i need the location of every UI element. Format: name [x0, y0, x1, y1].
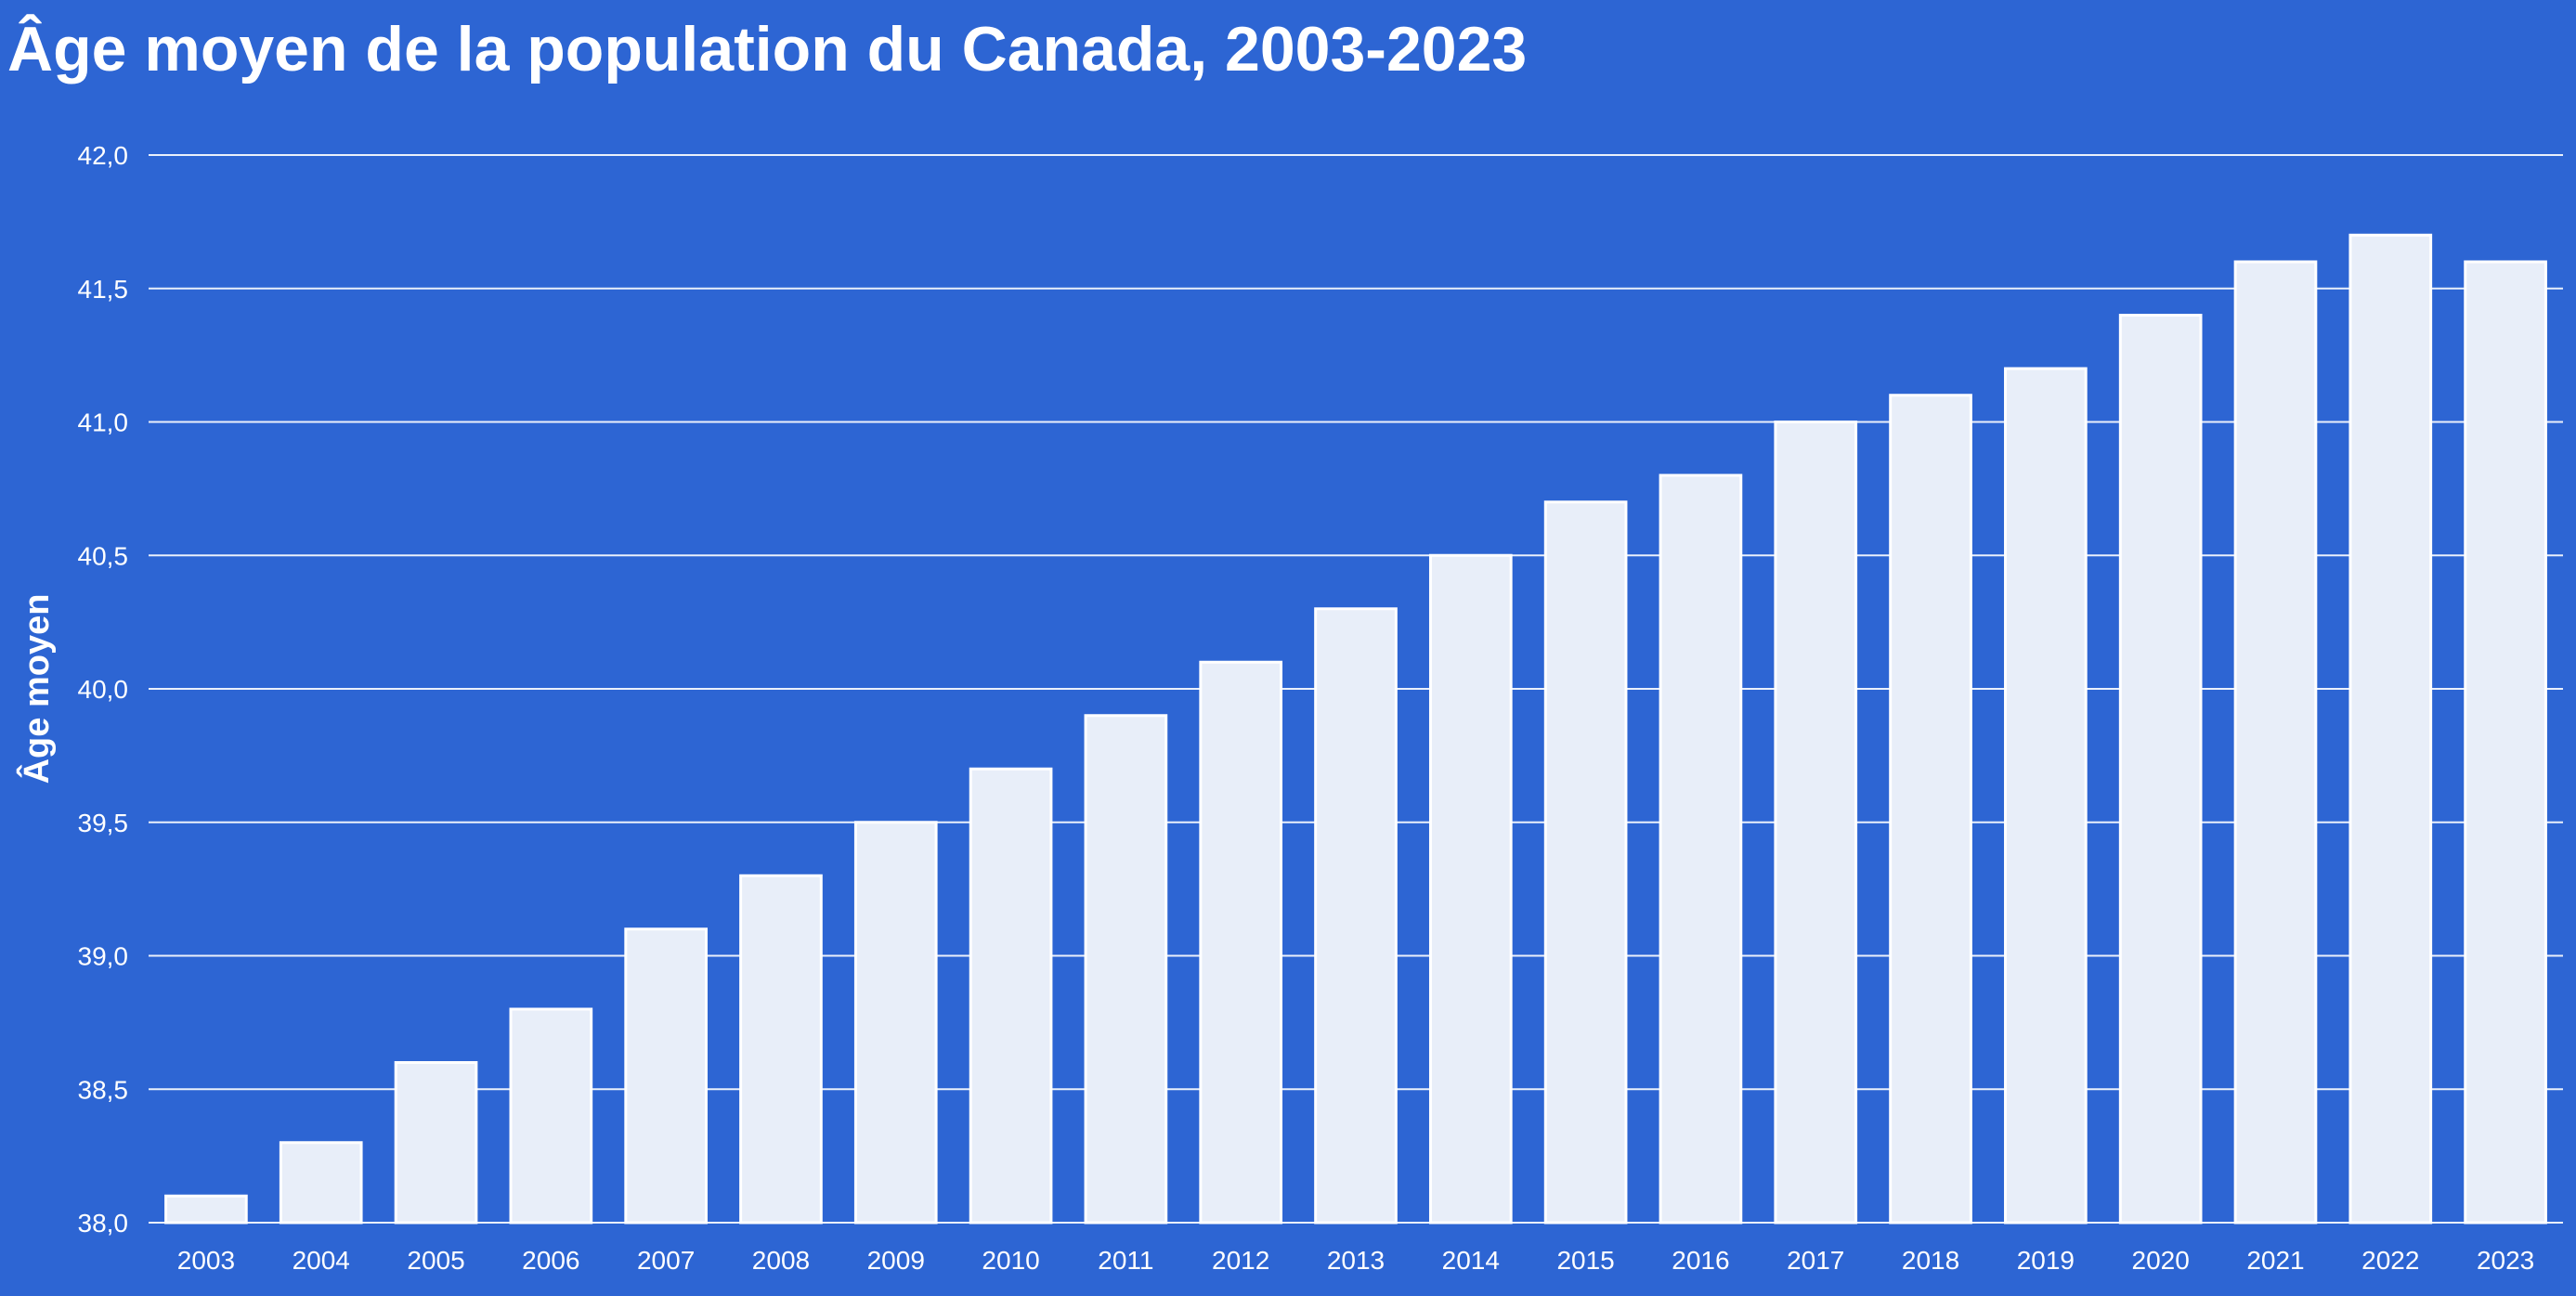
- x-tick-label: 2017: [1787, 1246, 1844, 1275]
- bar: [394, 1061, 478, 1225]
- x-tick-label: 2016: [1672, 1246, 1729, 1275]
- x-tick-label: 2021: [2246, 1246, 2304, 1275]
- y-tick-label: 38,0: [78, 1209, 129, 1238]
- x-tick-label: 2006: [522, 1246, 579, 1275]
- bar: [1084, 714, 1168, 1225]
- bar: [969, 767, 1053, 1225]
- chart-title: Âge moyen de la population du Canada, 20…: [7, 14, 1528, 84]
- bar: [164, 1194, 248, 1225]
- y-tick-label: 39,5: [78, 809, 129, 837]
- x-tick-label: 2013: [1327, 1246, 1385, 1275]
- bar: [1774, 421, 1858, 1225]
- x-tick-label: 2003: [177, 1246, 235, 1275]
- y-tick-label: 40,5: [78, 541, 129, 570]
- bar: [1314, 607, 1398, 1225]
- bar: [853, 821, 938, 1225]
- x-tick-label: 2014: [1442, 1246, 1500, 1275]
- x-tick-label: 2020: [2132, 1246, 2190, 1275]
- x-tick-label: 2009: [867, 1246, 925, 1275]
- x-tick-label: 2015: [1556, 1246, 1614, 1275]
- x-tick-label: 2022: [2361, 1246, 2419, 1275]
- bar: [1428, 553, 1513, 1225]
- bar: [1199, 660, 1283, 1225]
- x-tick-label: 2011: [1098, 1246, 1153, 1275]
- bar: [509, 1007, 593, 1225]
- y-tick-label: 42,0: [78, 141, 129, 170]
- y-tick-label: 41,5: [78, 275, 129, 304]
- bar: [2348, 233, 2433, 1225]
- bar: [2118, 314, 2203, 1225]
- bar: [624, 927, 708, 1225]
- bar: [1889, 394, 1972, 1225]
- x-tick-label: 2004: [293, 1246, 350, 1275]
- x-tick-label: 2023: [2477, 1246, 2534, 1275]
- bar: [1659, 473, 1743, 1225]
- x-tick-label: 2005: [407, 1246, 464, 1275]
- bar: [279, 1141, 363, 1225]
- bar: [2233, 260, 2318, 1225]
- x-tick-label: 2007: [637, 1246, 695, 1275]
- y-tick-label: 41,0: [78, 408, 129, 437]
- x-tick-label: 2018: [1902, 1246, 1959, 1275]
- x-tick-label: 2010: [982, 1246, 1039, 1275]
- y-tick-label: 40,0: [78, 675, 129, 704]
- y-axis-label: Âge moyen: [16, 594, 57, 784]
- bar: [739, 874, 823, 1225]
- x-tick-label: 2019: [2017, 1246, 2075, 1275]
- x-tick-label: 2008: [752, 1246, 810, 1275]
- x-tick-label: 2012: [1212, 1246, 1269, 1275]
- y-tick-label: 39,0: [78, 942, 129, 971]
- bar: [1543, 500, 1628, 1225]
- y-tick-label: 38,5: [78, 1075, 129, 1104]
- bar: [2004, 367, 2088, 1225]
- bar: [2464, 260, 2547, 1225]
